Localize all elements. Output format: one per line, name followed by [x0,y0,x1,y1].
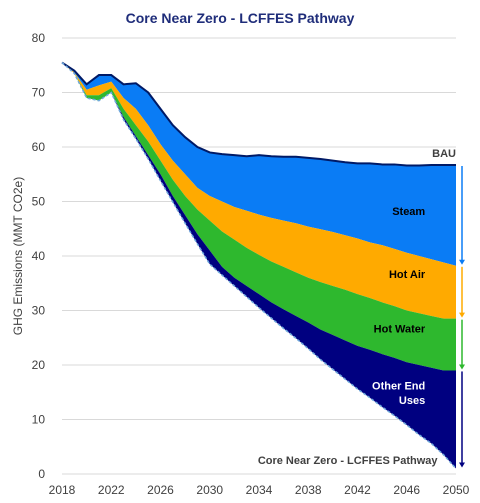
reduction-arrowhead-2 [459,364,465,370]
x-tick-label: 2046 [393,483,420,497]
x-tick-label: 2034 [246,483,273,497]
y-tick-label: 80 [32,31,46,45]
y-axis-ticks: 0 10 20 30 40 50 60 70 80 [32,31,46,481]
chart-lines [61,61,457,470]
annotation-label: Other End [372,381,425,393]
y-tick-label: 10 [32,413,46,427]
x-tick-label: 2050 [443,483,470,497]
annotation-label: Steam [392,206,425,218]
x-tick-label: 2022 [98,483,125,497]
x-tick-label: 2030 [196,483,223,497]
y-tick-label: 60 [32,140,46,154]
y-tick-label: 30 [32,304,46,318]
area-hot-water [62,62,456,371]
x-tick-label: 2018 [49,483,76,497]
y-tick-label: 50 [32,195,46,209]
reduction-arrowhead-3 [459,462,465,468]
annotation-label: Uses [399,395,425,407]
y-tick-label: 0 [38,467,45,481]
reduction-arrows [459,165,465,468]
annotation-label: Hot Water [374,323,426,335]
area-hot-air [62,62,456,319]
y-tick-label: 40 [32,249,46,263]
y-axis-label: GHG Emissions (MMT CO2e) [11,177,25,335]
reduction-arrowhead-1 [459,312,465,318]
area-other-end-uses [62,62,456,469]
area-steam [62,62,456,266]
x-tick-label: 2026 [147,483,174,497]
pathway-line [61,61,457,470]
annotation-label: Core Near Zero - LCFFES Pathway [258,455,439,467]
x-axis-ticks: 2018 2022 2026 2030 2034 2038 2042 2046 2050 [49,483,470,497]
reduction-arrowhead-0 [459,259,465,265]
area-series [62,62,456,469]
x-tick-label: 2038 [295,483,322,497]
annotations: BAU Steam Hot Air Hot Water Other End Uses Cor… [258,148,456,467]
x-tick-label: 2042 [344,483,371,497]
y-tick-label: 70 [32,86,46,100]
annotation-label: Hot Air [389,269,426,281]
annotation-label: BAU [432,148,456,160]
chart-title: Core Near Zero - LCFFES Pathway [126,10,355,26]
y-tick-label: 20 [32,358,46,372]
bau-line [61,61,456,167]
